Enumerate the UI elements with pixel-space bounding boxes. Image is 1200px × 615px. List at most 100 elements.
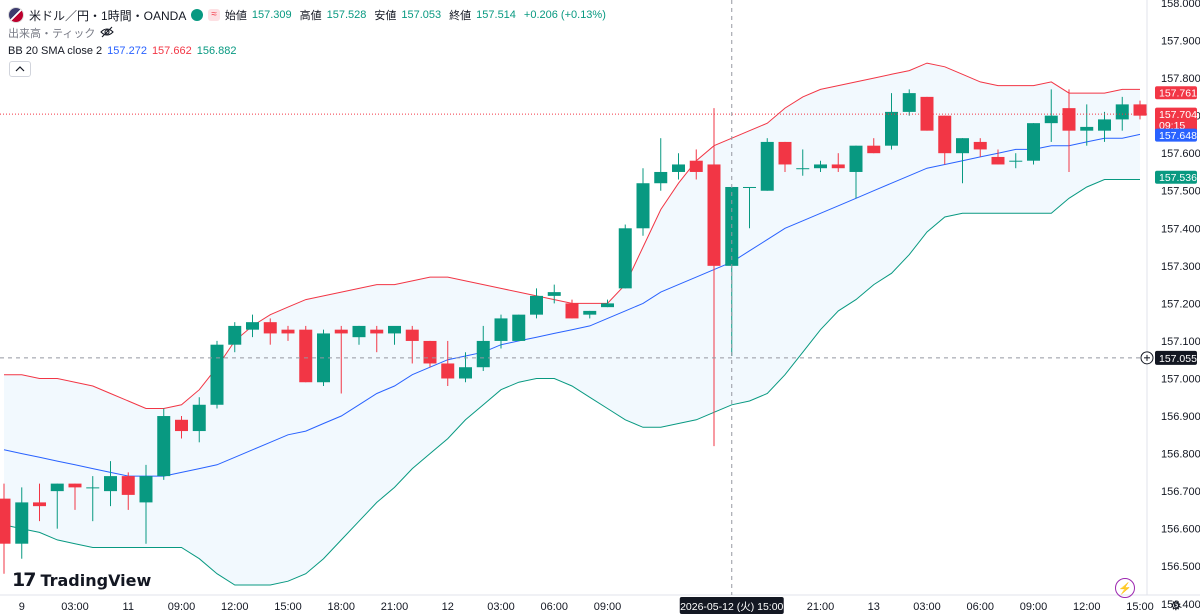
candle-body [33,502,46,507]
high-value: 157.528 [326,9,367,21]
candle-body [743,186,756,188]
symbol-row: 米ドル／円・1時間・OANDA ≈ 始値 157.309 高値 157.528 安値… [8,6,606,24]
candle-body [263,322,277,334]
candle-body [334,329,348,334]
candle-body [618,228,632,289]
candle-body [104,476,117,492]
price-tick-label: 157.600 [1161,148,1200,160]
candle-body [654,171,668,184]
candle-body [885,111,898,146]
time-tick-label: 21:00 [381,601,409,613]
candle-body [973,141,987,150]
gear-icon[interactable]: ⚙ [1170,598,1182,613]
time-tick-label: 06:00 [540,601,568,613]
time-tick-label: 09:00 [1020,601,1048,613]
price-tick-label: 157.300 [1161,261,1200,273]
candle-body [0,498,11,544]
time-tick-label: 06:00 [966,601,994,613]
time-tick-label: 09:00 [168,601,196,613]
time-tick-label: 21:00 [807,601,835,613]
collapse-legend-button[interactable] [9,61,31,77]
candle-body [991,156,1005,165]
candle-body [1027,123,1040,161]
price-tick-label: 156.600 [1161,524,1200,536]
candle-body [1115,104,1129,120]
price-tag [1155,86,1197,100]
candle-body [512,314,526,341]
bb-label[interactable]: BB 20 SMA close 2 [8,45,103,57]
candle-body [121,476,135,495]
chevron-up-icon [15,66,25,72]
candle-body [68,483,82,488]
wave-icon[interactable]: ≈ [208,9,220,21]
candle-body [867,145,881,154]
candle-body [281,329,295,334]
candle-body [228,325,242,345]
bb-row: BB 20 SMA close 2 157.272 157.662 156.88… [8,42,606,60]
price-tick-label: 156.800 [1161,449,1200,461]
candle-body [938,115,952,154]
tradingview-logo[interactable]: 17 TradingView [12,569,151,591]
candle-body [423,340,437,364]
crosshair-time-tag [679,597,784,614]
candle-body [494,318,508,341]
candle-body [388,325,401,334]
candle-body [1133,104,1147,116]
volume-label[interactable]: 出来高・ティック [8,28,96,40]
price-tick-label: 156.900 [1161,411,1200,423]
chart-legend: 米ドル／円・1時間・OANDA ≈ 始値 157.309 高値 157.528 安値… [8,6,606,60]
candle-body [405,329,419,341]
bb-fill-area [4,63,1140,586]
time-tick-label: 09:00 [594,601,622,613]
candle-body [636,183,650,229]
candle-body [547,292,561,296]
crosshair-time-label: 2026-05-12 (火) 15:00 [680,601,783,613]
candle-body [459,367,472,379]
price-tag [1155,170,1197,184]
price-tag [1155,107,1197,132]
candle-body [689,160,703,172]
candle-body [583,310,597,315]
open-value: 157.309 [251,9,292,21]
close-label: 終値 [449,10,472,22]
price-tick-label: 157.500 [1161,186,1200,198]
price-tick-label: 157.200 [1161,298,1200,310]
usdjpy-flag-icon [8,7,24,23]
bb-mid-value: 157.272 [107,45,147,57]
spark-icon[interactable]: ⚡ [1115,578,1135,598]
candle-body [760,141,774,191]
time-tick-label: 15:00 [274,601,302,613]
candle-body [139,476,153,503]
time-tick-label: 9 [19,601,25,613]
candle-body [956,138,969,154]
bb-upper-value: 157.662 [151,45,192,57]
price-tick-label: 157.400 [1161,223,1200,235]
time-tick-label: 03:00 [61,601,89,613]
market-status-icon[interactable] [191,9,204,21]
candle-body [370,329,384,334]
price-tag-label: 157.704 [1159,109,1197,121]
time-tick-label: 12:00 [221,601,249,613]
candle-body [210,344,224,405]
candle-body [1009,160,1023,162]
symbol-title[interactable]: 米ドル／円・1時間・OANDA [29,8,187,23]
candle-body [778,141,792,165]
price-tick-label: 157.900 [1161,36,1200,48]
close-value: 157.514 [476,9,516,21]
time-tick-label: 18:00 [327,601,355,613]
candle-body [707,164,721,266]
high-label: 高値 [299,10,322,22]
price-tick-label: 156.400 [1161,599,1200,611]
eye-slash-icon[interactable] [100,26,115,41]
candle-body [601,303,614,308]
time-tick-label: 15:00 [1126,601,1154,613]
candle-body [672,164,685,172]
price-tag-label: 157.648 [1159,130,1197,142]
time-tick-label: 03:00 [487,601,515,613]
bb-lower-value: 156.882 [196,45,237,57]
candle-body [157,416,171,477]
candle-body [530,295,543,315]
price-tag-label: 157.761 [1159,88,1197,100]
time-tick-label: 03:00 [913,601,941,613]
